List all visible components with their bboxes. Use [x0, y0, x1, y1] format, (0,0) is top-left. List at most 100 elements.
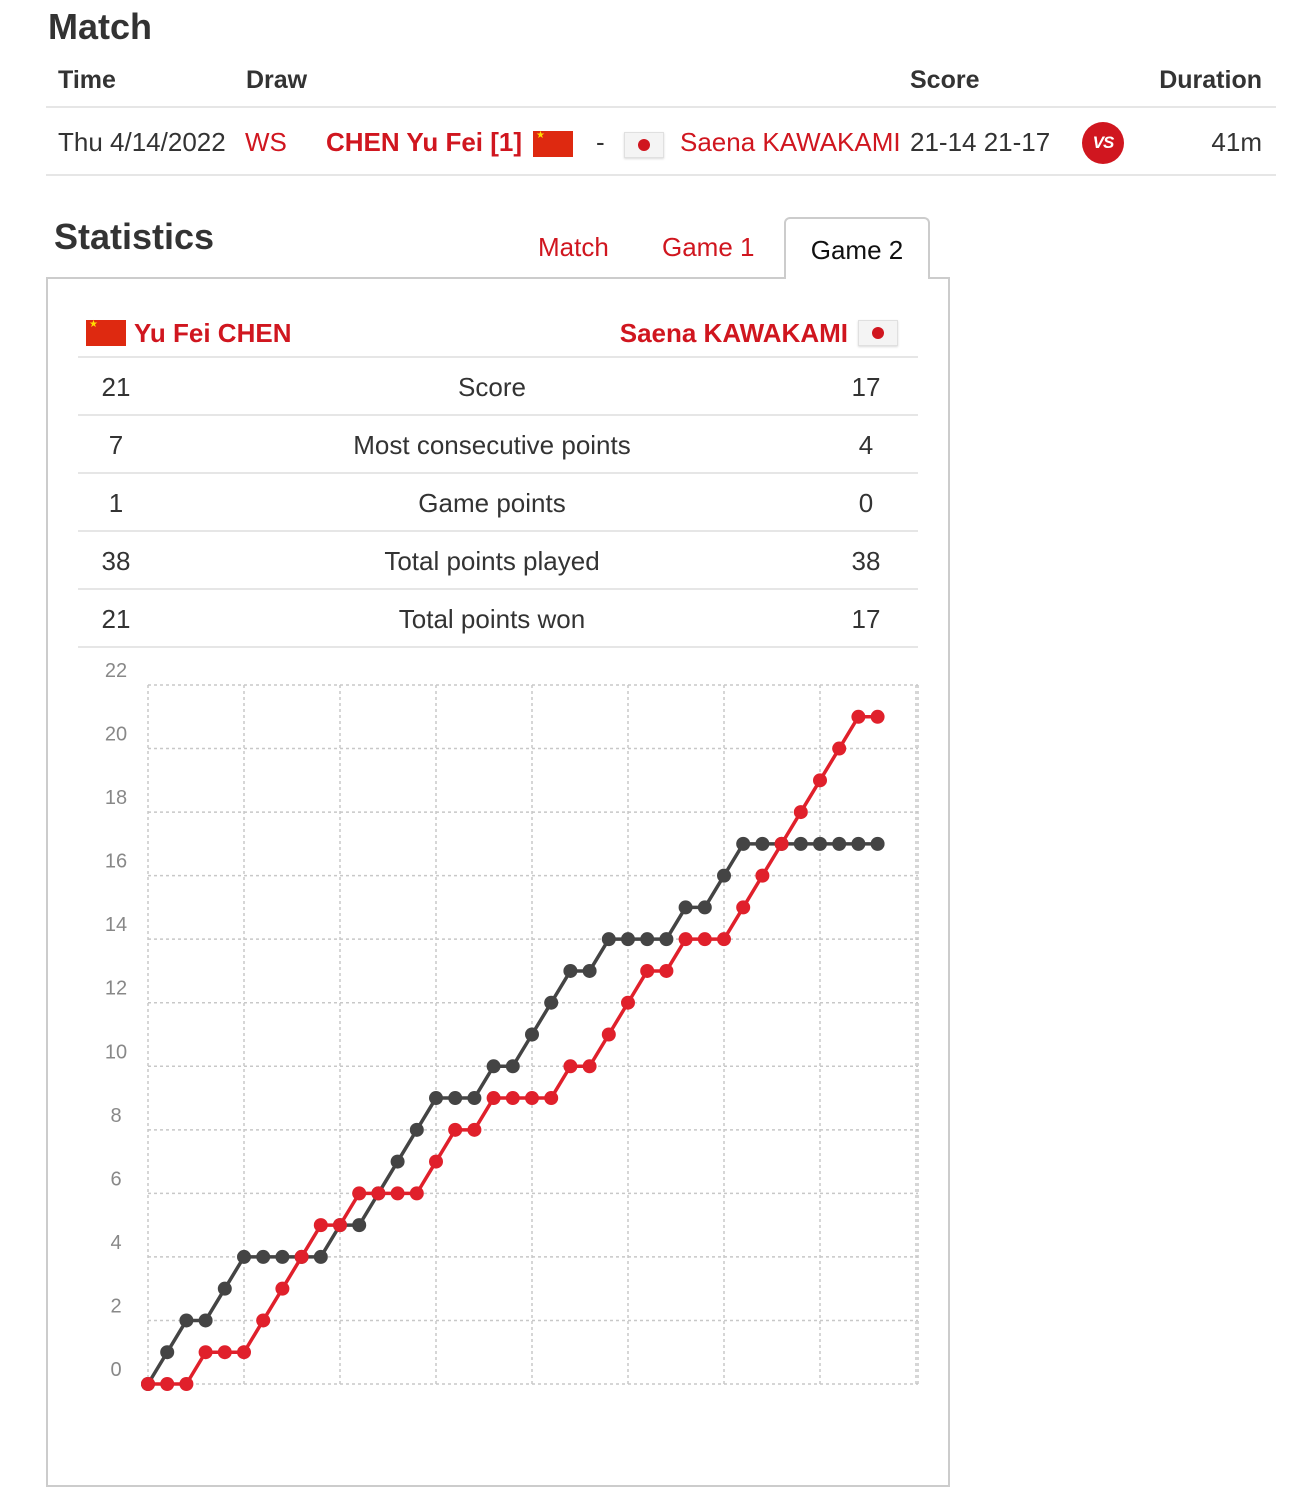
stat-label: Most consecutive points — [353, 430, 631, 460]
data-point — [429, 1091, 443, 1106]
data-point — [275, 1249, 290, 1264]
data-point — [601, 1027, 616, 1042]
data-point — [160, 1345, 175, 1360]
data-point — [793, 805, 808, 820]
player1-name[interactable]: Yu Fei CHEN — [134, 318, 292, 348]
stat-right-value: 0 — [858, 488, 874, 518]
y-tick-label: 6 — [110, 1168, 121, 1190]
tab-match[interactable]: Match — [538, 232, 609, 262]
data-point — [179, 1377, 194, 1391]
header-time: Time — [58, 66, 116, 94]
data-point — [352, 1186, 367, 1201]
match-title: Match — [48, 6, 153, 47]
data-point — [371, 1186, 386, 1201]
data-point — [813, 773, 827, 788]
y-tick-label: 10 — [105, 1041, 127, 1063]
stat-row: 21 Score 17 — [78, 358, 918, 416]
stat-row: 1 Game points 0 — [78, 474, 918, 532]
match-score: 21-14 21-17 — [910, 127, 1051, 157]
tab-game-2[interactable]: Game 2 — [784, 217, 930, 279]
data-point — [832, 741, 847, 756]
player2-link[interactable]: Saena KAWAKAMI — [680, 127, 901, 157]
match-separator: - — [596, 127, 605, 157]
data-point — [448, 1122, 463, 1137]
china-flag-icon — [533, 131, 573, 157]
header-duration: Duration — [1159, 66, 1262, 94]
stat-label: Total points won — [398, 604, 586, 634]
data-point — [678, 900, 693, 915]
data-point — [659, 963, 674, 978]
stat-row: 7 Most consecutive points 4 — [78, 416, 918, 474]
data-point — [621, 995, 635, 1010]
statistics-panel — [46, 277, 950, 1487]
statistics-title: Statistics — [54, 216, 215, 257]
data-point — [717, 932, 731, 947]
data-point — [486, 1059, 501, 1074]
tab-game-1[interactable]: Game 1 — [662, 232, 755, 262]
data-point — [582, 963, 597, 978]
data-point — [851, 836, 866, 851]
stat-right-value: 4 — [858, 430, 874, 460]
data-point — [333, 1218, 347, 1233]
data-point — [793, 836, 808, 851]
y-tick-label: 14 — [105, 914, 127, 936]
y-tick-label: 18 — [105, 787, 127, 809]
series-line-0 — [148, 715, 878, 1386]
data-point — [736, 900, 751, 915]
data-point — [313, 1218, 328, 1233]
data-point — [582, 1059, 597, 1074]
data-point — [525, 1091, 539, 1106]
header-draw: Draw — [246, 66, 308, 94]
y-tick-label: 2 — [110, 1295, 121, 1317]
stat-label: Total points played — [384, 546, 600, 576]
stat-left-value: 21 — [101, 372, 131, 402]
y-tick-label: 0 — [110, 1359, 121, 1381]
data-point — [390, 1154, 405, 1169]
data-point — [141, 1377, 155, 1391]
data-point — [505, 1091, 520, 1106]
data-point — [237, 1249, 251, 1264]
data-point — [870, 709, 885, 724]
data-point — [659, 932, 674, 947]
stat-left-value: 38 — [101, 546, 131, 576]
match-duration: 41m — [1211, 127, 1262, 157]
player1-link[interactable]: CHEN Yu Fei [1] — [326, 127, 523, 157]
data-point — [544, 995, 559, 1010]
data-point — [390, 1186, 405, 1201]
data-point — [486, 1091, 501, 1106]
data-point — [448, 1091, 463, 1106]
stat-left-value: 1 — [108, 488, 124, 518]
players-header: Yu Fei CHEN Saena KAWAKAMI — [78, 314, 918, 358]
y-tick-label: 22 — [105, 660, 127, 682]
match-row[interactable]: Thu 4/14/2022 WS CHEN Yu Fei [1] - Saena… — [46, 110, 1276, 176]
data-point — [237, 1345, 251, 1360]
data-point — [179, 1313, 194, 1328]
data-point — [352, 1218, 367, 1233]
data-point — [409, 1186, 424, 1201]
match-time: Thu 4/14/2022 — [58, 127, 226, 157]
match-table: Time Draw Score Duration Thu 4/14/2022 W… — [46, 56, 1276, 178]
china-flag-icon — [86, 320, 126, 346]
data-point — [736, 836, 751, 851]
data-point — [755, 868, 770, 883]
y-tick-label: 8 — [110, 1105, 121, 1127]
data-point — [160, 1377, 175, 1391]
data-point — [832, 836, 847, 851]
stat-right-value: 17 — [851, 372, 881, 402]
data-point — [640, 963, 655, 978]
data-point — [294, 1249, 309, 1264]
data-point — [813, 836, 827, 851]
data-point — [198, 1345, 213, 1360]
vs-badge-button[interactable]: VS — [1082, 122, 1124, 164]
stat-label: Score — [458, 372, 526, 402]
data-point — [505, 1059, 520, 1074]
stat-left-value: 21 — [101, 604, 131, 634]
player2-name[interactable]: Saena KAWAKAMI — [619, 318, 848, 348]
stat-label: Game points — [418, 488, 566, 518]
japan-flag-icon — [624, 132, 664, 158]
y-tick-label: 20 — [105, 724, 127, 746]
match-draw-link[interactable]: WS — [245, 127, 287, 157]
japan-flag-icon — [858, 320, 898, 346]
score-progression-chart: 0 2 4 6 8 10 12 14 16 18 20 22 — [105, 660, 919, 1391]
stat-left-value: 7 — [108, 430, 124, 460]
